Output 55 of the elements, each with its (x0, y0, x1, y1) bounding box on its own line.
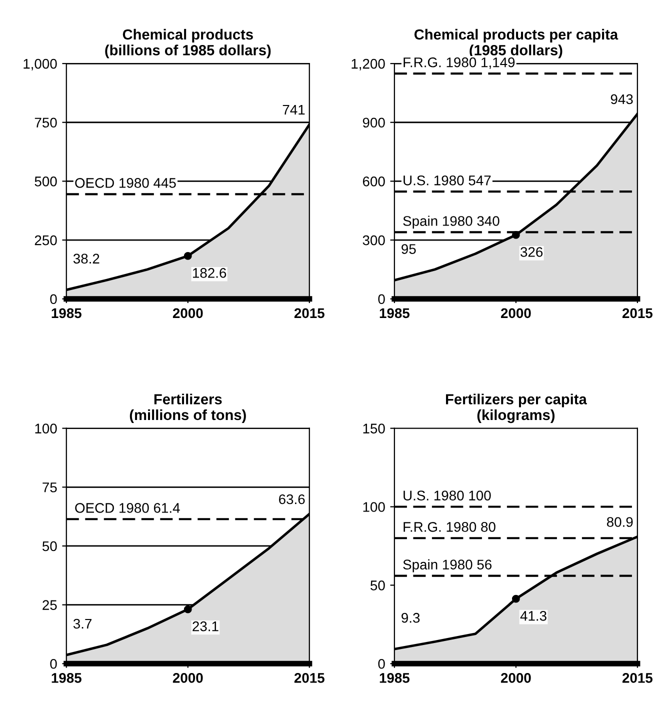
y-tick-label: 100 (363, 502, 385, 512)
ref-line-label: U.S. 1980 547 (404, 175, 491, 186)
data-label: 63.6 (279, 494, 305, 504)
x-tick-label: 2000 (172, 308, 203, 318)
data-label: 9.3 (402, 612, 420, 623)
x-tick-label: 2000 (500, 673, 531, 683)
ref-line-label: Spain 1980 56 (403, 559, 492, 572)
data-label: 80.9 (606, 517, 633, 527)
x-tick-label: 2000 (500, 308, 531, 318)
x-tick-label: 1985 (52, 308, 82, 318)
chart-title: Chemical products per capita (1985 dollars) (414, 28, 618, 58)
y-tick-label: 50 (42, 541, 57, 552)
x-tick-label: 2000 (172, 673, 203, 683)
y-tick-label: 0 (50, 658, 57, 669)
ref-line-label: F.R.G. 1980 80 (404, 522, 496, 532)
y-tick-label: 0 (378, 658, 385, 669)
y-tick-label: 600 (362, 176, 385, 186)
data-label: 326 (520, 247, 543, 257)
x-tick-label: 2015 (294, 308, 324, 318)
data-label: 23.1 (192, 621, 218, 632)
data-label: 41.3 (520, 610, 546, 621)
ref-line-label: F.R.G. 1980 1,149 (404, 57, 515, 69)
x-tick-label: 2015 (622, 673, 653, 683)
y-tick-label: 50 (370, 580, 385, 590)
y-tick-label: 250 (34, 235, 57, 246)
ref-line-label: U.S. 1980 100 (404, 490, 491, 500)
y-tick-label: 300 (362, 235, 385, 246)
y-tick-label: 1,200 (352, 58, 385, 70)
y-tick-label: 75 (42, 482, 57, 492)
data-label: 741 (282, 104, 305, 115)
x-tick-label: 2015 (622, 308, 653, 318)
y-tick-label: 750 (34, 118, 57, 128)
chart-title: Chemical products (billions of 1985 dollars) (105, 28, 271, 58)
x-tick-label: 1985 (52, 673, 82, 683)
data-label: 943 (610, 94, 633, 104)
x-tick-label: 1985 (380, 308, 410, 318)
chart-title: Fertilizers (millions of tons) (130, 394, 246, 423)
y-tick-label: 100 (35, 424, 57, 434)
x-tick-label: 1985 (380, 673, 410, 683)
y-tick-label: 150 (363, 424, 385, 434)
y-tick-label: 0 (378, 294, 385, 304)
data-label: 182.6 (193, 268, 226, 278)
ref-line-label: Spain 1980 340 (403, 216, 500, 229)
y-tick-label: 25 (42, 600, 57, 610)
y-tick-label: 0 (50, 294, 57, 304)
y-tick-label: 500 (34, 176, 57, 186)
y-tick-label: 900 (362, 118, 385, 128)
x-tick-label: 2015 (294, 673, 324, 683)
data-label: 38.2 (73, 254, 100, 264)
chart-title: Fertilizers per capita (kilograms) (446, 394, 587, 424)
y-tick-label: 1,000 (24, 58, 57, 70)
data-label: 3.7 (73, 618, 92, 629)
ref-line-label: OECD 1980 445 (75, 178, 176, 188)
ref-line-label: OECD 1980 61.4 (75, 503, 180, 513)
data-label: 95 (402, 244, 416, 254)
